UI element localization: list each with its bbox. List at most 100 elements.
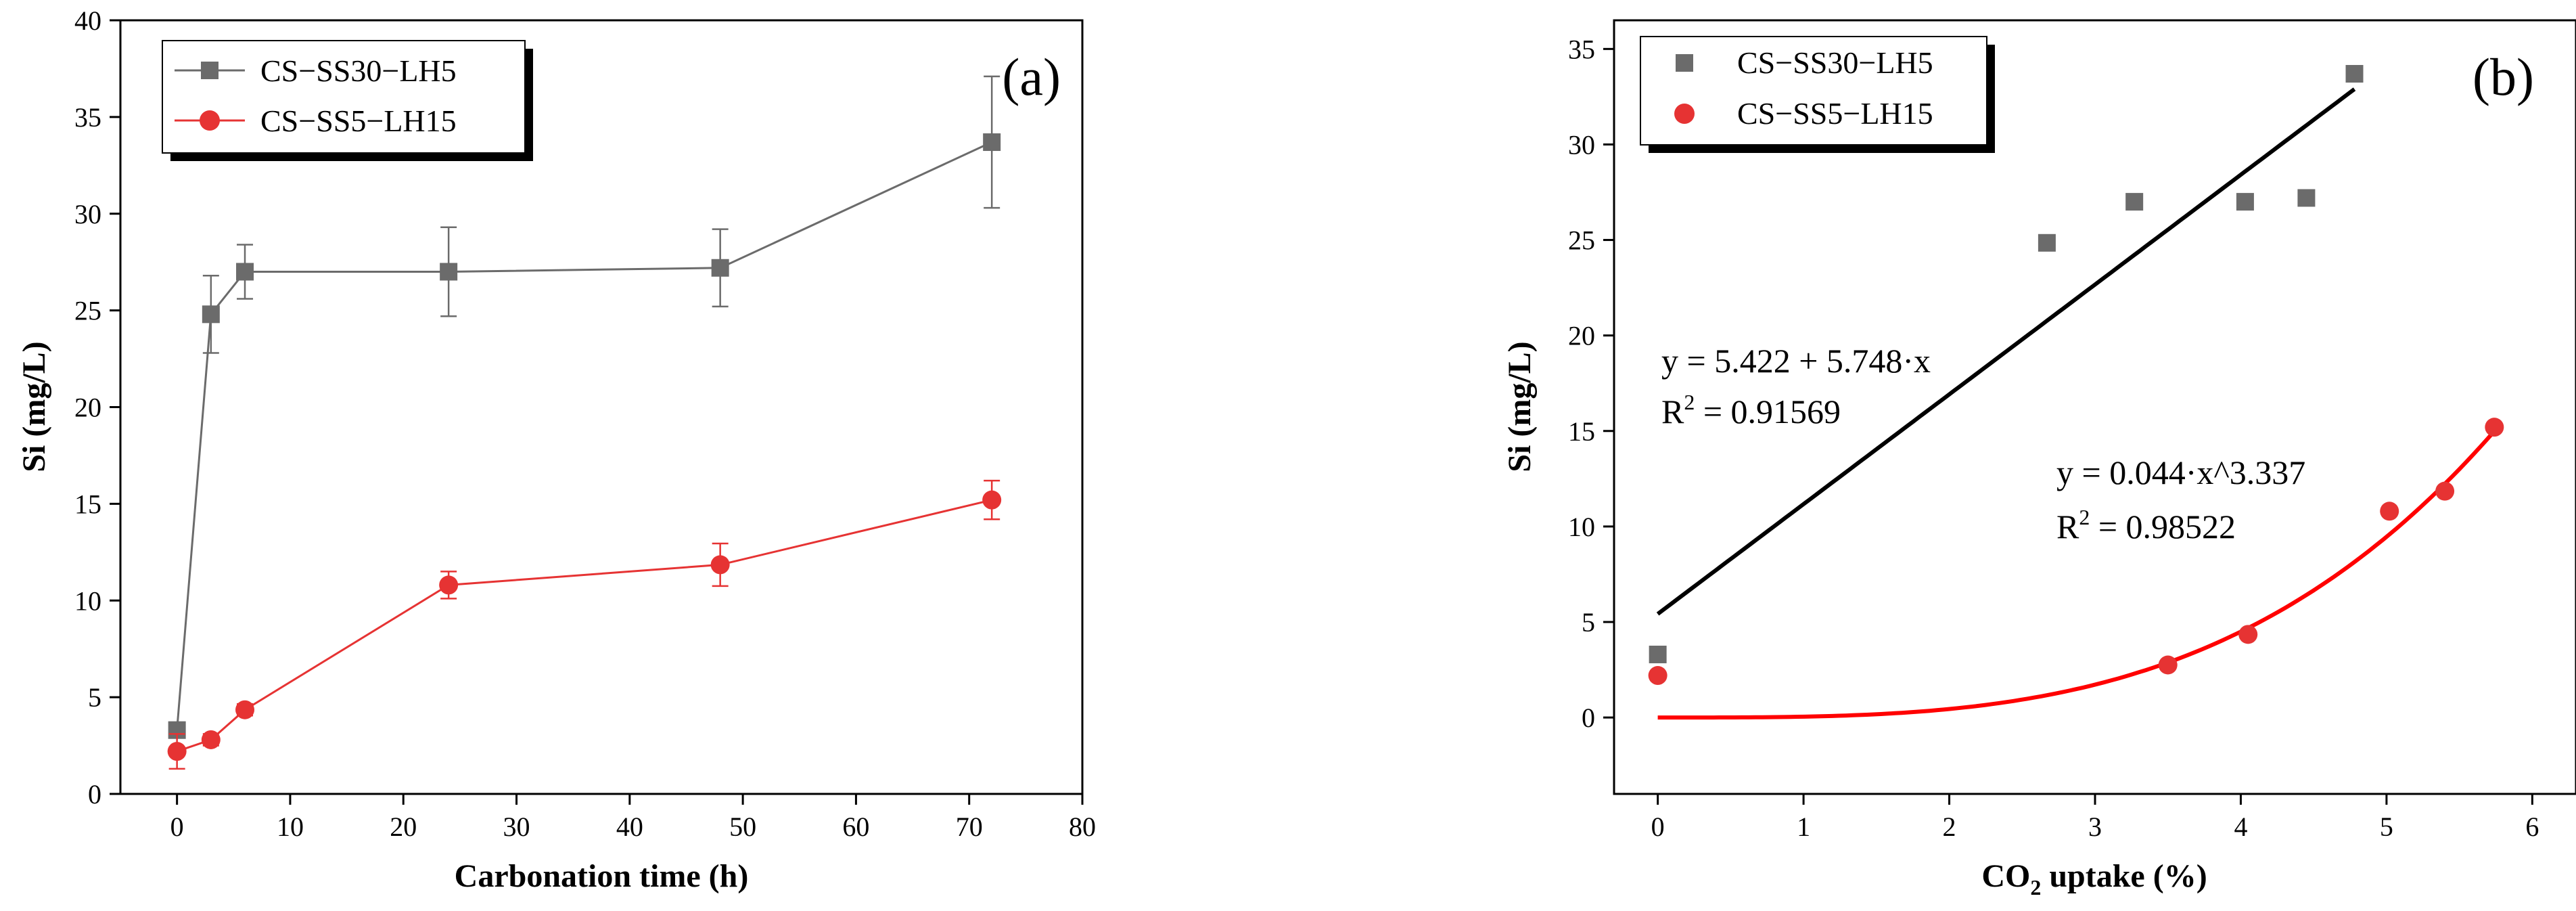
- chart-b-x-tick-label: 2: [1943, 812, 1956, 842]
- chart-b-x-tick-label: 5: [2380, 812, 2393, 842]
- chart-a-point: [202, 305, 220, 324]
- chart-b-fit-r2-2-sup: 2: [2079, 505, 2090, 529]
- chart-a-y-tick-label: 0: [88, 779, 101, 809]
- chart-b-series: [1648, 65, 2504, 686]
- chart-b-fit-equation-2: y = 0.044·x^3.337: [2056, 453, 2305, 491]
- chart-a-legend-label-2: CS−SS5−LH15: [260, 104, 457, 138]
- chart-a-x-tick-label: 20: [390, 812, 417, 842]
- chart-a-point: [983, 133, 1001, 152]
- chart-b-fit-lines: [1656, 87, 2496, 720]
- chart-b-y-tick-label: 35: [1568, 34, 1595, 64]
- chart-a-point: [167, 742, 187, 761]
- chart-a-x-tick-label: 0: [170, 812, 184, 842]
- chart-a-x-tick-label: 40: [616, 812, 643, 842]
- chart-b-fit-equation-1: y = 5.422 + 5.748·x: [1661, 342, 1931, 380]
- chart-a-x-tick-label: 80: [1069, 812, 1096, 842]
- chart-a-series-2: [167, 479, 1002, 770]
- chart-b-fit-r2-1-sup: 2: [1684, 390, 1695, 414]
- chart-a-point: [710, 555, 730, 575]
- chart-b-x-axis-label-main: CO: [1981, 858, 2030, 894]
- chart-b-point: [2158, 655, 2178, 675]
- chart-a-y-tick-label: 20: [74, 393, 101, 423]
- chart-b-legend-box: [1640, 36, 1987, 146]
- chart-a-legend-box: [162, 40, 526, 154]
- chart-b-y-tick-label: 5: [1582, 607, 1595, 638]
- chart-b-legend-label-1: CS−SS30−LH5: [1737, 45, 1933, 80]
- chart-b-y-tick-label: 20: [1568, 321, 1595, 351]
- chart-b-point: [2485, 418, 2504, 437]
- chart-a-series-2-line: [177, 499, 992, 753]
- chart-b-panel-label: (b): [2472, 47, 2534, 106]
- chart-b-legend-label-2: CS−SS5−LH15: [1737, 96, 1933, 131]
- chart-a-x-tick-label: 70: [956, 812, 983, 842]
- chart-a-legend-marker-1: [201, 62, 218, 79]
- chart-b-fit-r2-1-symbol: R: [1661, 393, 1684, 430]
- chart-a-ticks: 0 10 20 30 40 50 60 70 80 0 5 10 15 20 25 30 35 40: [74, 5, 1096, 842]
- chart-b-x-axis-label: CO2 uptake (%): [1981, 858, 2207, 899]
- chart-b-fit-r2-1-value: = 0.91569: [1695, 393, 1841, 430]
- chart-b-x-tick-label: 4: [2234, 812, 2247, 842]
- chart-a-legend-label-1: CS−SS30−LH5: [260, 53, 457, 88]
- chart-b-x-tick-label: 0: [1651, 812, 1665, 842]
- chart-b-legend-marker-2: [1674, 104, 1695, 124]
- chart-a-series-1: [168, 75, 1001, 739]
- chart-a-point: [201, 730, 221, 749]
- chart-a-y-tick-label: 5: [88, 682, 101, 713]
- chart-b-x-tick-label: 1: [1797, 812, 1810, 842]
- chart-b-x-tick-label: 6: [2525, 812, 2539, 842]
- chart-b-frame: [1613, 19, 2576, 795]
- chart-a-point: [440, 263, 458, 281]
- chart-a-y-tick-label: 40: [74, 5, 101, 36]
- chart-b-legend-marker-1: [1676, 54, 1693, 72]
- chart-b-point: [1648, 666, 1668, 686]
- chart-b-series-2: [1648, 418, 2504, 686]
- chart-a-y-tick-label: 35: [74, 102, 101, 133]
- chart-b-x-axis-label-rest: uptake (%): [2041, 858, 2207, 894]
- chart-b-y-tick-label: 15: [1568, 416, 1595, 447]
- chart-b-fit-r2-2-symbol: R: [2056, 508, 2079, 546]
- chart-b-fit-r2-2: R2 = 0.98522: [2056, 505, 2236, 546]
- chart-a: 0 10 20 30 40 50 60 70 80 0 5 10 15 20 25 30 35 40 (a) CS…: [16, 5, 1096, 894]
- chart-a-series-1-line: [176, 141, 992, 730]
- chart-b-point: [2038, 234, 2056, 252]
- chart-b-x-tick-label: 3: [2088, 812, 2102, 842]
- chart-a-x-tick-label: 60: [842, 812, 869, 842]
- chart-a-y-tick-label: 25: [74, 296, 101, 326]
- chart-a-series: [167, 75, 1002, 770]
- chart-b-fit-r2-2-value: = 0.98522: [2090, 508, 2236, 546]
- chart-b-point: [2345, 65, 2364, 83]
- chart-b-legend: CS−SS30−LH5 CS−SS5−LH15: [1640, 36, 1995, 153]
- chart-a-point: [439, 575, 459, 595]
- chart-a-point: [236, 263, 254, 281]
- chart-a-x-tick-label: 50: [729, 812, 756, 842]
- chart-a-y-axis-label: Si (mg/L): [16, 341, 52, 472]
- chart-b-point: [2435, 481, 2455, 501]
- chart-b: 0 1 2 3 4 5 6 0 5 10 15 20 25 30 35 (b) CS−SS30−LH5 CS…: [1502, 19, 2576, 899]
- chart-a-y-tick-label: 10: [74, 585, 101, 616]
- chart-a-y-tick-label: 15: [74, 489, 101, 519]
- chart-b-series-1: [1649, 65, 2364, 663]
- chart-b-y-axis-label: Si (mg/L): [1502, 341, 1538, 472]
- chart-b-y-tick-label: 30: [1568, 129, 1595, 160]
- chart-a-x-axis-label: Carbonation time (h): [455, 858, 749, 894]
- chart-a-y-tick-label: 30: [74, 199, 101, 229]
- chart-b-point: [2236, 193, 2254, 211]
- chart-a-x-tick-label: 30: [503, 812, 530, 842]
- chart-b-point: [2297, 189, 2316, 207]
- chart-a-point: [982, 490, 1002, 510]
- chart-a-x-tick-label: 10: [277, 812, 304, 842]
- chart-b-point: [2380, 502, 2399, 521]
- chart-a-point: [235, 700, 255, 719]
- chart-b-y-tick-label: 25: [1568, 225, 1595, 256]
- chart-b-point: [2125, 193, 2144, 211]
- chart-b-x-axis-label-sub: 2: [2030, 875, 2041, 899]
- chart-b-fit-line-2: [1657, 429, 2496, 720]
- chart-b-y-tick-label: 10: [1568, 512, 1595, 542]
- chart-b-point: [2238, 625, 2258, 644]
- chart-b-ticks: 0 1 2 3 4 5 6 0 5 10 15 20 25 30 35: [1568, 34, 2539, 842]
- chart-b-point: [1649, 645, 1667, 663]
- chart-b-fit-line-1: [1656, 87, 2356, 616]
- chart-a-frame: [119, 19, 1084, 795]
- chart-a-legend-marker-2: [200, 110, 220, 131]
